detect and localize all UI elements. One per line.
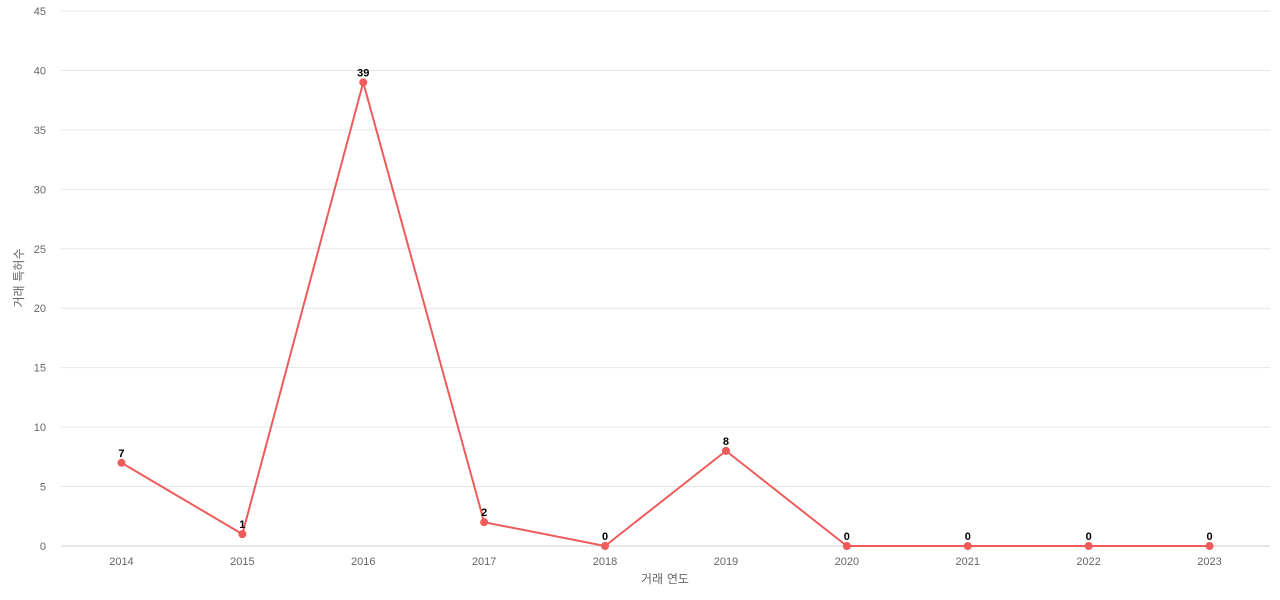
x-tick-label: 2016 xyxy=(351,556,375,568)
y-tick-label: 0 xyxy=(40,541,46,553)
data-label: 1 xyxy=(239,519,245,531)
data-label: 2 xyxy=(481,507,487,519)
data-label: 0 xyxy=(1086,531,1092,543)
y-tick-label: 5 xyxy=(40,482,46,494)
y-tick-label: 10 xyxy=(34,422,46,434)
data-label: 0 xyxy=(965,531,971,543)
series-line xyxy=(120,81,1210,547)
x-tick-label: 2023 xyxy=(1197,556,1221,568)
series-layer xyxy=(117,78,1214,550)
data-label: 39 xyxy=(357,67,369,79)
data-point[interactable] xyxy=(842,542,851,550)
y-tick-label: 40 xyxy=(34,65,46,77)
x-tick-label: 2019 xyxy=(714,556,738,568)
x-tick-label: 2014 xyxy=(109,556,133,568)
data-point[interactable] xyxy=(238,530,247,539)
data-point[interactable] xyxy=(601,542,610,550)
data-label: 8 xyxy=(723,436,729,448)
x-tick-label: 2015 xyxy=(230,556,254,568)
x-tick-label: 2018 xyxy=(593,556,617,568)
y-tick-label: 15 xyxy=(34,363,46,375)
x-tick-label: 2022 xyxy=(1076,556,1100,568)
data-label: 0 xyxy=(844,531,850,543)
y-tick-label: 35 xyxy=(34,125,46,137)
gridlines xyxy=(61,10,1270,488)
y-axis-title: 거래 특허수 xyxy=(12,248,26,307)
y-tick-label: 25 xyxy=(34,244,46,256)
data-point[interactable] xyxy=(963,542,972,550)
data-point[interactable] xyxy=(1205,542,1214,550)
data-point[interactable] xyxy=(480,518,489,527)
data-point[interactable] xyxy=(117,458,126,467)
x-tick-label: 2021 xyxy=(956,556,980,568)
x-tick-label: 2017 xyxy=(472,556,496,568)
data-label: 0 xyxy=(1206,531,1212,543)
y-tick-label: 30 xyxy=(34,184,46,196)
data-label: 0 xyxy=(602,531,608,543)
data-label: 7 xyxy=(118,448,124,460)
y-tick-label: 45 xyxy=(34,6,46,18)
data-point[interactable] xyxy=(1084,542,1093,550)
data-point[interactable] xyxy=(721,446,730,455)
x-tick-label: 2020 xyxy=(835,556,859,568)
x-axis-title: 거래 연도 xyxy=(641,572,689,586)
data-labels: 7 1 39 2 0 8 0 0 0 0 xyxy=(118,67,1212,543)
y-tick-label: 20 xyxy=(34,303,46,315)
data-point[interactable] xyxy=(359,78,368,87)
